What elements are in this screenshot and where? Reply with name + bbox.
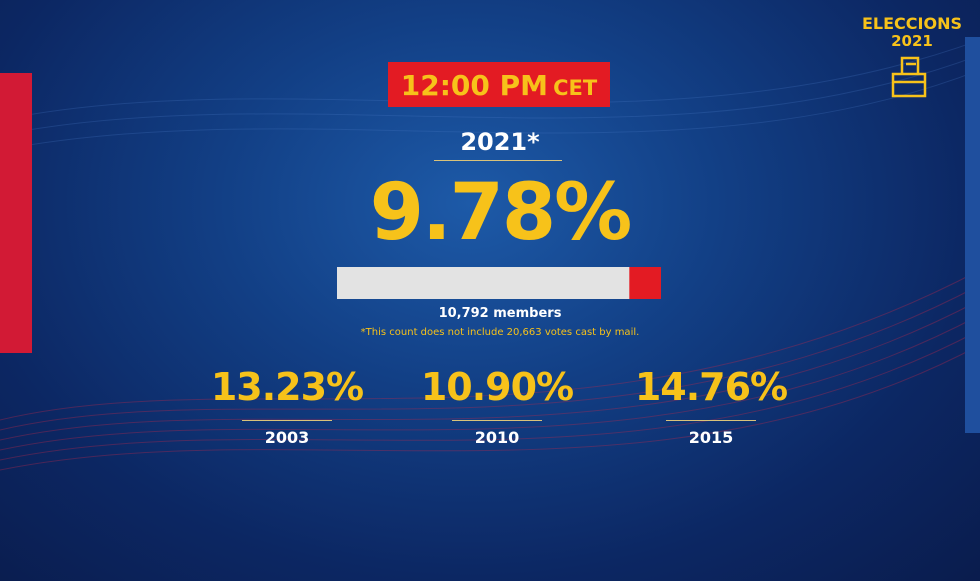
members-count: 10,792 members [438, 306, 562, 321]
bar-track [337, 267, 661, 299]
turnout-bar [337, 267, 661, 299]
logo-title: ELECCIONS [861, 14, 962, 33]
left-accent [0, 73, 32, 353]
ballot-box-icon [891, 56, 927, 98]
divider [434, 160, 562, 161]
history-divider [242, 420, 332, 421]
history-divider [666, 420, 756, 421]
mail-note: *This count does not include 20,663 vote… [360, 327, 640, 338]
history-divider [452, 420, 542, 421]
history-turnout: 10.90% [420, 365, 574, 409]
history-year: 2010 [474, 428, 520, 447]
history-turnout: 13.23% [210, 365, 364, 409]
time-clock: 12:00 PM [400, 69, 549, 102]
history-turnout: 14.76% [634, 365, 788, 409]
time-zone: CET [553, 76, 598, 100]
current-year: 2021* [460, 128, 540, 156]
bar-fill [629, 267, 661, 299]
time-box: 12:00 PM CET [388, 62, 610, 107]
right-accent [965, 37, 980, 433]
logo-year: 2021 [891, 32, 933, 50]
history-year: 2003 [264, 428, 310, 447]
current-turnout: 9.78% [369, 168, 633, 258]
history-year: 2015 [688, 428, 734, 447]
